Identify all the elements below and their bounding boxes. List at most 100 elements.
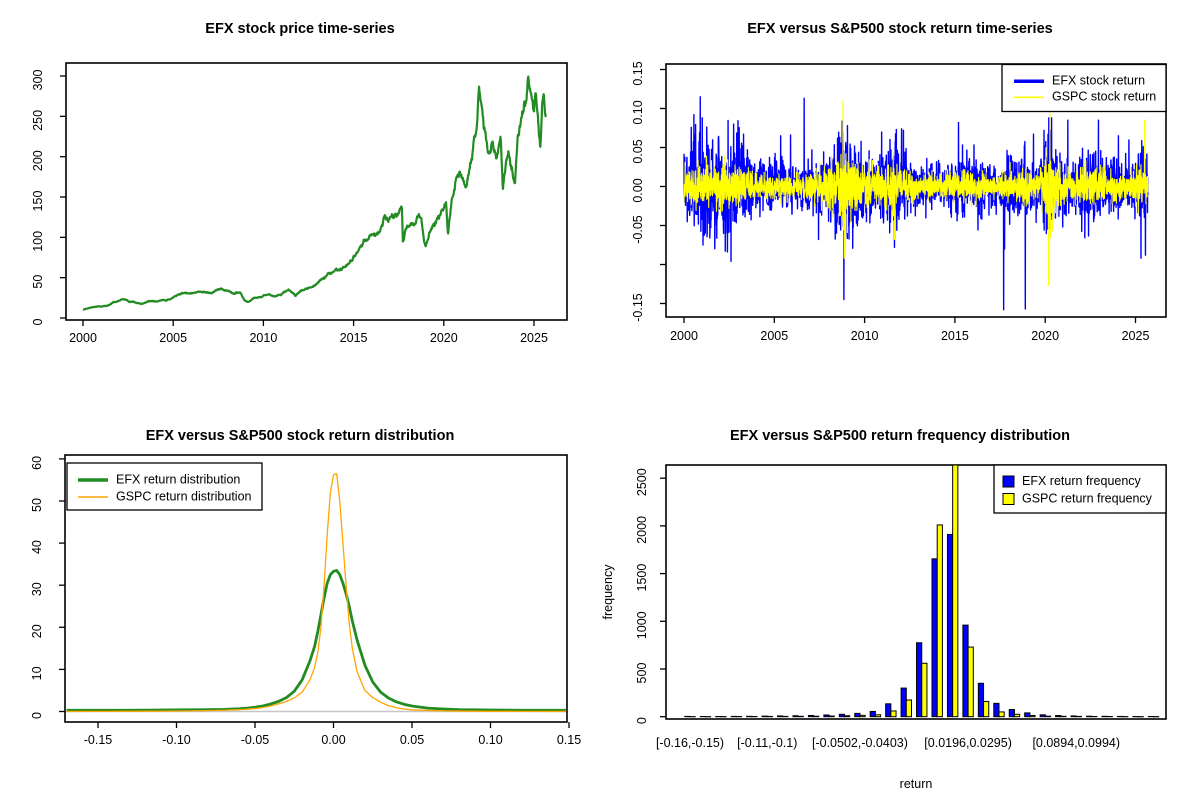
returns-x-axis: 2000 2005 2010 2015 2020 2025	[670, 317, 1149, 343]
legend-efx-label: EFX return distribution	[116, 472, 240, 486]
y-tick-label: 0.00	[631, 178, 645, 202]
density-chart: -0.15 -0.10 -0.05 0.00 0.05 0.10 0.15 0 10 20 30 40…	[30, 454, 581, 747]
y-tick-label: 60	[30, 456, 44, 470]
price-x-axis: 2000 2005 2010 2015 2020 2025	[69, 320, 548, 345]
bin-label: [-0.11,-0.1)	[737, 736, 797, 750]
efx-freq-bar	[931, 558, 938, 718]
x-tick-label: 2000	[69, 331, 97, 345]
efx-freq-bar	[777, 715, 784, 718]
x-tick-label: 2010	[249, 331, 277, 345]
price-chart-title: EFX stock price time-series	[205, 21, 395, 37]
gspc-density-curve	[66, 472, 566, 713]
legend-gspc-label: GSPC return distribution	[116, 489, 252, 503]
efx-freq-bar	[916, 642, 923, 718]
gspc-freq-bar	[921, 662, 928, 718]
y-tick-label: -0.05	[631, 215, 645, 244]
bin-label: [-0.0502,-0.0403)	[812, 736, 908, 750]
returns-y-axis: 0.15 0.10 0.05 0.00 -0.05 -0.15	[631, 61, 666, 322]
gspc-freq-bar	[967, 646, 974, 718]
x-tick-label: 0.05	[400, 733, 424, 747]
y-tick-label: 50	[31, 275, 45, 289]
efx-freq-bar	[993, 702, 1000, 718]
bin-label: [0.0894,0.0994)	[1032, 736, 1120, 750]
y-tick-label: 100	[31, 231, 45, 252]
histogram-y-axis-title: frequency	[601, 564, 615, 620]
efx-freq-bar	[1039, 714, 1046, 718]
x-tick-label: 0.10	[478, 733, 502, 747]
histogram-chart-title: EFX versus S&P500 return frequency distr…	[729, 428, 1071, 444]
efx-freq-bar	[1070, 715, 1077, 718]
efx-freq-bar	[977, 682, 985, 718]
y-tick-label: 1000	[635, 611, 649, 639]
histogram-plot-box	[665, 464, 1167, 720]
legend-gspc-swatch	[1002, 493, 1015, 505]
gspc-freq-bar	[952, 465, 959, 718]
y-tick-label: 2500	[635, 468, 649, 496]
x-tick-label: 2020	[430, 331, 458, 345]
bin-label: [-0.16,-0.15)	[656, 736, 724, 750]
x-tick-label: -0.05	[241, 733, 270, 747]
y-tick-label: 40	[30, 540, 44, 554]
histogram-x-axis-title: return	[900, 777, 933, 791]
x-tick-label: 2015	[941, 329, 969, 343]
histogram-bars	[684, 465, 1160, 718]
x-tick-label: 2010	[851, 329, 879, 343]
y-tick-label: 150	[31, 191, 45, 212]
efx-freq-bar	[1055, 715, 1062, 718]
efx-return-line	[683, 96, 1149, 311]
bin-label: [0.0196,0.0295)	[924, 736, 1012, 750]
gspc-freq-bar	[998, 711, 1005, 718]
gspc-return-line	[683, 100, 1149, 287]
density-legend: EFX return distribution GSPC return distr…	[66, 462, 263, 511]
price-plot-box	[65, 62, 568, 321]
x-tick-label: 2025	[1122, 329, 1150, 343]
efx-freq-bar	[869, 710, 876, 718]
y-tick-label: 0	[635, 717, 649, 724]
gspc-freq-bar	[828, 715, 835, 718]
density-chart-title: EFX versus S&P500 stock return distribut…	[145, 428, 455, 444]
x-tick-label: 2025	[520, 331, 548, 345]
legend-efx-swatch	[1002, 475, 1015, 488]
histogram-y-axis: 0 500 1000 1500 2000 2500	[635, 468, 666, 724]
y-tick-label: 20	[30, 624, 44, 638]
efx-freq-bar	[900, 687, 907, 718]
y-tick-label: 0.15	[631, 61, 645, 85]
gspc-freq-bar	[890, 710, 897, 718]
efx-freq-bar	[854, 712, 861, 718]
gspc-freq-bar	[1044, 715, 1052, 718]
legend-gspc-label: GSPC return frequency	[1022, 491, 1153, 505]
legend-efx-label: EFX return frequency	[1022, 474, 1142, 488]
y-tick-label: 0.05	[631, 139, 645, 163]
density-y-axis: 0 10 20 30 40 50 60	[30, 456, 65, 719]
price-chart: 2000 2005 2010 2015 2020 2025 0 50 100 150 200 250 3…	[31, 62, 568, 345]
price-y-axis: 0 50 100 150 200 250 300	[31, 70, 66, 325]
efx-freq-bar	[1008, 709, 1015, 718]
y-tick-label: 200	[31, 150, 45, 171]
x-tick-label: 2020	[1031, 329, 1059, 343]
gspc-freq-bar	[859, 714, 866, 718]
efx-freq-bar	[823, 714, 830, 718]
legend-gspc-label: GSPC stock return	[1052, 90, 1156, 104]
efx-freq-bar	[885, 703, 892, 718]
x-tick-label: 2000	[670, 329, 698, 343]
efx-freq-bar	[807, 714, 815, 718]
returns-chart: 2000 2005 2010 2015 2020 2025 0.15 0.10 0.05 0.00…	[631, 61, 1167, 343]
histogram-bin-labels: [-0.16,-0.15) [-0.11,-0.1) [-0.0502,-0.040…	[656, 736, 1120, 750]
gspc-freq-bar	[983, 700, 990, 718]
gspc-freq-bar	[844, 715, 851, 718]
y-tick-label: 300	[31, 70, 45, 91]
efx-freq-bar	[761, 715, 768, 718]
returns-legend: EFX stock return GSPC stock return	[1001, 63, 1167, 113]
y-tick-label: 0	[31, 318, 45, 325]
efx-freq-bar	[838, 713, 846, 718]
y-tick-label: 0.10	[631, 100, 645, 124]
x-tick-label: 0.15	[557, 733, 581, 747]
legend-efx-label: EFX stock return	[1052, 74, 1145, 88]
y-tick-label: -0.15	[631, 293, 645, 322]
x-tick-label: -0.10	[162, 733, 191, 747]
gspc-freq-bar	[905, 699, 912, 718]
gspc-freq-bar	[936, 524, 943, 718]
x-tick-label: -0.15	[84, 733, 113, 747]
x-tick-label: 2005	[760, 329, 788, 343]
